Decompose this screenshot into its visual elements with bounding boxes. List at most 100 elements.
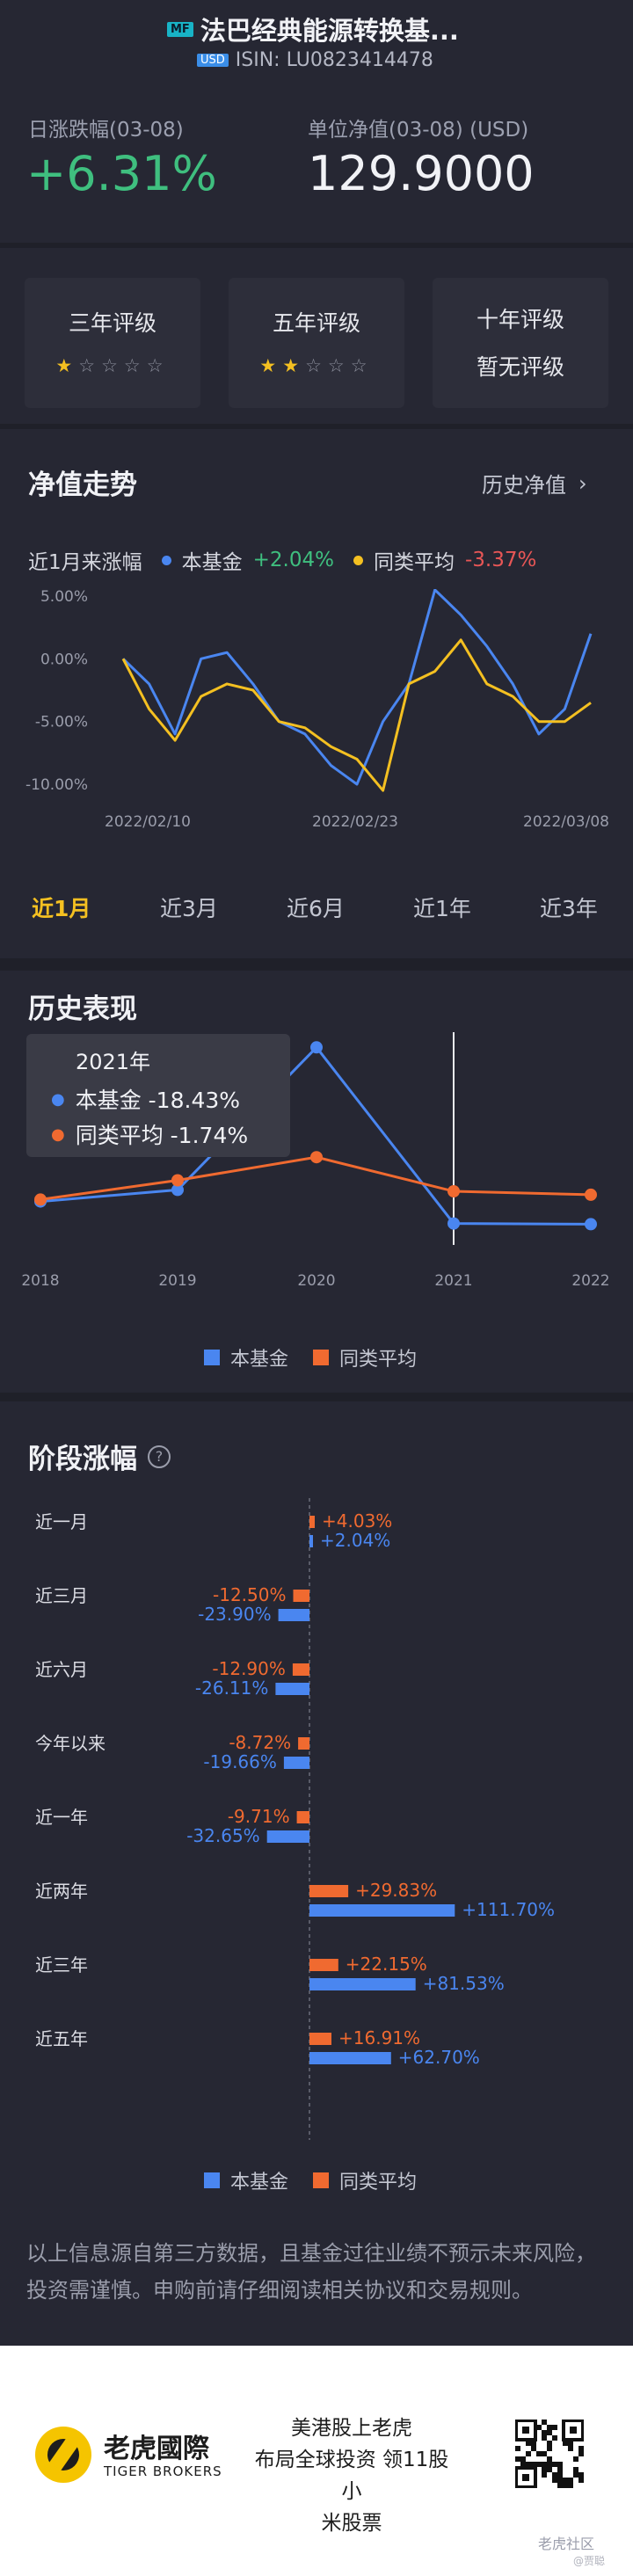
stage-value-label: +111.70% [462,1899,555,1920]
stage-category-label: 今年以来 [35,1733,106,1754]
y-tick-label: 0.00% [40,651,88,668]
qr-module [515,2446,520,2451]
nav-trend-title: 净值走势 [28,469,137,501]
qr-code-icon[interactable] [515,2420,584,2488]
qr-module [568,2446,573,2451]
stage-title: 阶段涨幅 [28,1444,137,1475]
rating-title: 三年评级 [68,310,156,336]
stage-value-label: +4.03% [322,1510,392,1532]
promo-line-1: 美港股上老虎 [291,2417,412,2440]
stage-category-label: 近一年 [35,1807,88,1828]
qr-module [557,2462,563,2467]
tab-3y[interactable]: 近3年 [540,896,598,921]
chevron-right-icon: › [578,470,587,496]
stage-bar [296,1811,309,1823]
stage-bar [309,1885,349,1897]
qr-module [578,2472,584,2478]
history-point [310,1151,323,1164]
stage-bar [275,1683,309,1695]
tab-1y[interactable]: 近1年 [413,896,471,921]
y-tick-label: -5.00% [35,714,88,731]
qr-module [547,2462,552,2467]
watermark: 老虎社区 [538,2536,595,2552]
star-empty-icon: ☆ [78,355,102,376]
fund-square-icon [204,2172,220,2188]
tab-3m[interactable]: 近3月 [160,896,218,921]
fund-legend-label: 本基金 [181,551,243,574]
history-point [585,1188,597,1201]
history-x-label: 2022 [571,1272,609,1290]
stage-value-label: -23.90% [198,1604,271,1625]
star-filled-icon: ★ [55,355,79,376]
qr-module [531,2446,536,2451]
stage-category-label: 近六月 [35,1659,88,1680]
stage-bar [283,1757,309,1769]
tooltip-peer: 同类平均 -1.74% [75,1123,249,1148]
qr-module [573,2467,578,2472]
rating-stars: ★☆☆☆☆ [25,355,200,376]
qr-module [563,2483,568,2488]
stage-value-label: +22.15% [346,1954,427,1975]
tooltip-fund: 本基金 -18.43% [75,1088,241,1113]
tooltip-year: 2021年 [76,1050,151,1074]
tab-6m[interactable]: 近6月 [287,896,345,921]
nav-line-chart: 5.00% 0.00% -5.00% -10.00% 2022/02/10 2022/02… [25,589,609,831]
stage-bar [278,1609,309,1621]
tab-1m[interactable]: 近1月 [32,896,91,921]
history-x-label: 2021 [434,1272,472,1290]
stage-legend-fund: 本基金 [230,2172,289,2194]
nav-trend-header: 净值走势 历史净值 › [0,429,633,528]
qr-module [552,2462,557,2467]
stage-category-label: 近两年 [35,1881,88,1902]
qr-module [568,2478,573,2483]
watermark-sub: @贾聪 [573,2555,606,2567]
qr-finder-core [522,2474,529,2481]
stats-panel: 日涨跌幅(03-08) +6.31% 单位净值(03-08) (USD) 129… [0,84,633,243]
qr-module [526,2441,531,2446]
stage-bar [309,1516,315,1528]
stage-value-label: +29.83% [355,1880,437,1901]
rating-stars: ★★☆☆☆ [229,355,404,376]
stage-bar [309,1904,455,1917]
help-icon[interactable]: ? [148,1444,171,1468]
star-filled-icon: ★ [282,355,306,376]
x-tick-label: 2022/03/08 [523,813,609,831]
history-legend-fund: 本基金 [230,1349,289,1371]
daily-change-value: +6.31% [26,146,217,201]
star-empty-icon: ☆ [350,355,374,376]
history-nav-label: 历史净值 [482,473,566,498]
qr-module [536,2425,542,2430]
history-point [585,1218,597,1231]
rating-card-5y: 五年评级 ★★☆☆☆ [229,278,404,408]
qr-module [573,2456,578,2462]
stage-bar [266,1830,309,1843]
qr-module [542,2467,547,2472]
daily-change-label: 日涨跌幅(03-08) [28,119,184,142]
stage-bar [309,1978,416,1990]
stage-value-label: -8.72% [229,1732,291,1753]
fund-square-icon [204,1350,220,1365]
tiger-logo-icon [35,2427,91,2483]
rating-card-10y: 十年评级 暂无评级 [433,278,608,408]
qr-module [547,2446,552,2451]
header: MF 法巴经典能源转换基... USD ISIN: LU0823414478 [0,0,633,84]
qr-finder-core [570,2427,577,2434]
disclaimer-note: 以上信息源自第三方数据，且基金过往业绩不预示未来风险，投资需谨慎。申购前请仔细阅… [26,2241,596,2303]
star-empty-icon: ☆ [305,355,328,376]
qr-module [552,2435,557,2441]
promo-line-3: 米股票 [321,2512,382,2535]
history-x-label: 2020 [297,1272,335,1290]
stage-bar [309,1959,338,1971]
star-filled-icon: ★ [259,355,283,376]
history-point [447,1185,460,1197]
stage-bar [309,2033,331,2045]
stage-value-label: -12.50% [213,1584,286,1605]
rating-title: 十年评级 [476,307,564,332]
star-empty-icon: ☆ [146,355,170,376]
qr-module [547,2425,552,2430]
ratings-panel: 三年评级 ★☆☆☆☆ 五年评级 ★★☆☆☆ 十年评级 暂无评级 [0,248,633,424]
qr-module [531,2441,536,2446]
stage-bar [293,1590,309,1602]
qr-finder-core [522,2427,529,2434]
history-nav-link[interactable]: 历史净值 › [482,468,587,498]
